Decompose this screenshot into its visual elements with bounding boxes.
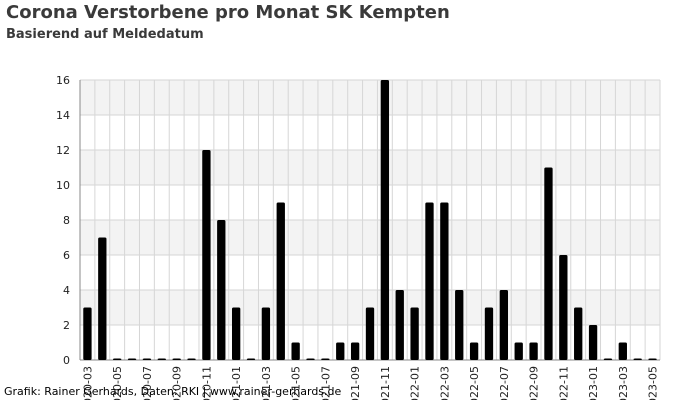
y-tick-label: 6 bbox=[63, 249, 70, 262]
chart-footer: Grafik: Rainer Gerhards, Daten: RKI | ww… bbox=[4, 385, 342, 398]
plot-band bbox=[80, 80, 660, 115]
y-tick-label: 4 bbox=[63, 284, 70, 297]
bar bbox=[98, 237, 107, 360]
bar bbox=[574, 307, 583, 360]
bar bbox=[321, 358, 330, 360]
chart-subtitle: Basierend auf Meldedatum bbox=[6, 27, 204, 42]
x-tick-label: 2022-05 bbox=[468, 366, 481, 400]
bar bbox=[261, 307, 271, 360]
bar bbox=[172, 358, 181, 360]
x-tick-label: 2020-07 bbox=[141, 366, 154, 400]
bar bbox=[365, 307, 375, 360]
bar bbox=[336, 342, 345, 360]
bar bbox=[484, 307, 494, 360]
x-tick-label: 2022-07 bbox=[498, 366, 511, 400]
bar bbox=[246, 358, 256, 360]
bar bbox=[544, 167, 553, 360]
x-tick-label: 2022-03 bbox=[438, 366, 451, 400]
bar bbox=[217, 220, 226, 360]
bar bbox=[350, 342, 360, 360]
bar bbox=[514, 342, 523, 360]
bar bbox=[469, 342, 479, 360]
x-tick-label: 2020-09 bbox=[171, 366, 184, 400]
x-tick-label: 2022-01 bbox=[409, 366, 422, 400]
bar bbox=[157, 358, 166, 360]
x-tick-label: 2023-03 bbox=[617, 366, 630, 400]
bar bbox=[588, 325, 598, 360]
plot-band bbox=[80, 115, 660, 150]
x-tick-label: 2021-01 bbox=[230, 366, 243, 400]
bar bbox=[306, 358, 315, 360]
bar bbox=[395, 290, 404, 360]
x-tick-label: 2023-05 bbox=[647, 366, 660, 400]
bar bbox=[410, 307, 419, 360]
bar bbox=[187, 358, 196, 360]
bar bbox=[618, 342, 627, 360]
bar bbox=[276, 202, 285, 360]
x-tick-label: 2022-09 bbox=[528, 366, 541, 400]
bar bbox=[499, 290, 509, 360]
x-tick-label: 2020-05 bbox=[111, 366, 124, 400]
bar bbox=[83, 307, 92, 360]
y-tick-label: 10 bbox=[56, 179, 70, 192]
bar bbox=[603, 358, 613, 360]
bar bbox=[142, 358, 152, 360]
x-tick-label: 2021-11 bbox=[379, 366, 392, 400]
bar bbox=[127, 358, 137, 360]
y-tick-label: 12 bbox=[56, 144, 70, 157]
bar bbox=[440, 202, 449, 360]
chart-title: Corona Verstorbene pro Monat SK Kempten bbox=[6, 2, 450, 23]
bar bbox=[202, 150, 211, 360]
x-tick-label: 2021-05 bbox=[290, 366, 303, 400]
bar bbox=[529, 342, 538, 360]
bar bbox=[559, 255, 568, 360]
plot-band bbox=[80, 220, 660, 255]
plot-band bbox=[80, 185, 660, 220]
y-tick-label: 8 bbox=[63, 214, 70, 227]
bar bbox=[455, 290, 464, 360]
x-tick-label: 2020-03 bbox=[81, 366, 94, 400]
x-tick-label: 2021-09 bbox=[349, 366, 362, 400]
x-tick-label: 2023-01 bbox=[587, 366, 600, 400]
x-tick-label: 2021-07 bbox=[319, 366, 332, 400]
x-tick-label: 2021-03 bbox=[260, 366, 273, 400]
bar bbox=[231, 307, 241, 360]
bar bbox=[113, 358, 122, 360]
y-tick-label: 0 bbox=[63, 354, 70, 367]
plot-band bbox=[80, 150, 660, 185]
y-tick-label: 14 bbox=[56, 109, 70, 122]
plot-band bbox=[80, 255, 660, 290]
y-tick-label: 16 bbox=[56, 74, 70, 87]
bar bbox=[380, 80, 390, 360]
bar bbox=[425, 202, 434, 360]
bar bbox=[648, 358, 657, 360]
bar bbox=[291, 342, 300, 360]
x-tick-label: 2022-11 bbox=[557, 366, 570, 400]
y-tick-label: 2 bbox=[63, 319, 70, 332]
x-tick-label: 2020-11 bbox=[200, 366, 213, 400]
bar bbox=[633, 358, 642, 360]
